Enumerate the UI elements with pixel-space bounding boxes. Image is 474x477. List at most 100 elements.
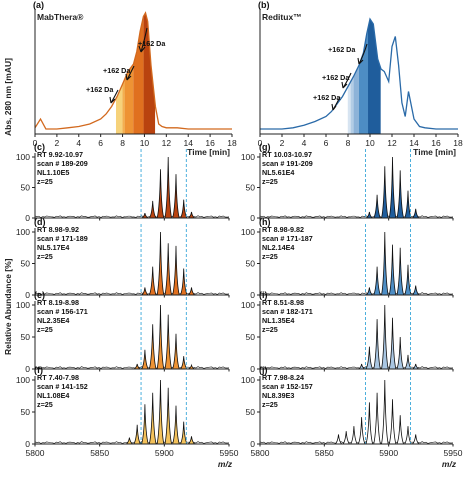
chrom-xtick-label-1-2: 2 bbox=[280, 138, 285, 148]
spectrum-panel-label-6: (i) bbox=[259, 290, 268, 300]
annotation-arrow-1-1 bbox=[341, 72, 352, 89]
spectrum-z-4: z=25 bbox=[262, 177, 278, 186]
spectrum-nl-2: NL2.35E4 bbox=[37, 316, 69, 325]
spectrum-ytick-label-1-50: 50 bbox=[21, 259, 31, 269]
spectrum-peak-5-2 bbox=[381, 231, 389, 296]
spectrum-panel-label-2: (e) bbox=[34, 290, 45, 300]
spectrum-ytick-label-5-50: 50 bbox=[246, 259, 256, 269]
spectrum-peak-1-1 bbox=[148, 266, 157, 296]
chrom-xtick-label-1-0: 0 bbox=[258, 138, 263, 148]
spectrum-peak-6-2 bbox=[373, 319, 381, 370]
fraction-fill-0-4 bbox=[143, 12, 156, 134]
spectrum-peak-3-3 bbox=[148, 392, 157, 445]
spectrum-ytick-label-2-100: 100 bbox=[16, 300, 30, 310]
chrom-title-1: Reditux™ bbox=[262, 12, 302, 22]
annotation-arrow-0-1 bbox=[125, 65, 135, 81]
mz-tick-label-0-5850: 5850 bbox=[90, 448, 109, 458]
ylabel-bottom: Relative Abundance [%] bbox=[3, 258, 13, 355]
spectrum-scan-2: scan # 156-171 bbox=[37, 307, 88, 316]
spectrum-ytick-label-1-0: 0 bbox=[25, 290, 30, 300]
chrom-xtick-label-0-4: 4 bbox=[76, 138, 81, 148]
annotation-0-0: +162 Da bbox=[138, 39, 166, 48]
spectrum-peak-5-1 bbox=[373, 266, 382, 296]
spectrum-ytick-label-0-50: 50 bbox=[21, 183, 31, 193]
spectrum-peak-1-4 bbox=[172, 245, 180, 296]
spectrum-peak-5-5 bbox=[403, 264, 412, 296]
spectrum-z-0: z=25 bbox=[37, 177, 53, 186]
spectrum-panel-label-5: (h) bbox=[259, 217, 271, 227]
spectrum-ytick-label-7-100: 100 bbox=[241, 375, 255, 385]
spectrum-peak-4-2 bbox=[380, 166, 389, 219]
mz-xlabel-1: m/z bbox=[442, 459, 457, 469]
spectrum-panel-label-1: (d) bbox=[34, 217, 46, 227]
annotation-0-1: +162 Da bbox=[103, 66, 131, 75]
spectrum-peak-1-6 bbox=[186, 287, 197, 296]
chrom-xtick-label-1-18: 18 bbox=[453, 138, 463, 148]
spectrum-peak-7-3 bbox=[357, 417, 366, 445]
spectrum-ytick-label-0-100: 100 bbox=[16, 152, 30, 162]
chrom-xtick-label-0-14: 14 bbox=[183, 138, 193, 148]
spectrum-peak-7-6 bbox=[381, 379, 389, 445]
spectrum-peak-6-4 bbox=[388, 317, 397, 370]
fraction-fill-0-2 bbox=[124, 64, 134, 134]
ylabel-top: Abs, 280 nm [mAU] bbox=[3, 58, 13, 136]
chrom-xtick-label-0-16: 16 bbox=[205, 138, 215, 148]
spectrum-nl-0: NL1.10E5 bbox=[37, 168, 69, 177]
spectrum-scan-3: scan # 141-152 bbox=[37, 382, 88, 391]
chrom-panel-label-0: (a) bbox=[33, 0, 44, 10]
mz-tick-label-1-5800: 5800 bbox=[251, 448, 270, 458]
spectrum-ytick-label-4-0: 0 bbox=[250, 213, 255, 223]
spectrum-rt-7: RT 7.98-8.24 bbox=[262, 373, 304, 382]
chrom-xtick-label-0-12: 12 bbox=[162, 138, 172, 148]
spectrum-peak-7-2 bbox=[349, 426, 359, 445]
spectrum-rt-4: RT 10.03-10.97 bbox=[262, 150, 312, 159]
spectrum-peak-7-0 bbox=[333, 434, 343, 445]
spectrum-scan-5: scan # 171-187 bbox=[262, 234, 313, 243]
spectrum-peak-1-5 bbox=[179, 268, 188, 296]
spectrum-peak-0-0 bbox=[141, 213, 149, 219]
spectrum-peak-2-0 bbox=[133, 363, 141, 370]
spectrum-scan-0: scan # 189-209 bbox=[37, 159, 88, 168]
spectrum-peak-0-6 bbox=[187, 211, 196, 219]
chrom-xtick-label-0-18: 18 bbox=[227, 138, 237, 148]
spectrum-peak-3-5 bbox=[164, 387, 173, 445]
fraction-fill-1-2 bbox=[353, 65, 359, 134]
spectrum-baseline-4 bbox=[259, 215, 454, 219]
fraction-fill-1-3 bbox=[358, 28, 369, 134]
spectrum-peak-6-3 bbox=[381, 304, 389, 370]
spectrum-peak-7-5 bbox=[373, 392, 381, 445]
chrom-xtick-label-0-10: 10 bbox=[140, 138, 150, 148]
spectrum-peak-6-0 bbox=[358, 363, 366, 370]
spectrum-peak-7-7 bbox=[388, 399, 397, 445]
fraction-fill-1-1 bbox=[350, 76, 354, 134]
spectrum-peak-5-3 bbox=[388, 244, 397, 296]
spectrum-baseline-2 bbox=[34, 366, 230, 370]
spectrum-scan-6: scan # 182-171 bbox=[262, 307, 313, 316]
spectrum-peak-3-4 bbox=[156, 379, 165, 445]
chrom-xtick-label-0-0: 0 bbox=[33, 138, 38, 148]
spectrum-z-7: z=25 bbox=[262, 400, 278, 409]
chrom-xtick-label-0-2: 2 bbox=[55, 138, 60, 148]
spectrum-rt-3: RT 7.40-7.98 bbox=[37, 373, 79, 382]
spectrum-nl-1: NL5.17E4 bbox=[37, 243, 69, 252]
spectrum-z-3: z=25 bbox=[37, 400, 53, 409]
annotation-0-2: +162 Da bbox=[86, 85, 114, 94]
spectrum-ytick-label-5-100: 100 bbox=[241, 227, 255, 237]
spectrum-scan-7: scan # 152-157 bbox=[262, 382, 313, 391]
fraction-fill-0-1 bbox=[122, 79, 125, 134]
spectrum-nl-5: NL2.14E4 bbox=[262, 243, 294, 252]
chrom-xlabel-1: Time [min] bbox=[413, 147, 456, 157]
spectrum-peak-2-5 bbox=[172, 333, 180, 370]
spectrum-z-6: z=25 bbox=[262, 325, 278, 334]
spectrum-peak-2-2 bbox=[148, 324, 157, 370]
spectrum-scan-4: scan # 191-209 bbox=[262, 159, 313, 168]
spectrum-peak-4-6 bbox=[411, 208, 421, 219]
chromatogram-trace-1 bbox=[260, 17, 458, 130]
chrom-xtick-label-1-10: 10 bbox=[365, 138, 375, 148]
mz-tick-label-0-5900: 5900 bbox=[155, 448, 174, 458]
spectrum-ytick-label-3-100: 100 bbox=[16, 375, 30, 385]
spectrum-peak-3-0 bbox=[125, 437, 134, 445]
spectrum-peak-1-0 bbox=[140, 287, 150, 296]
spectrum-peak-0-1 bbox=[148, 200, 157, 219]
